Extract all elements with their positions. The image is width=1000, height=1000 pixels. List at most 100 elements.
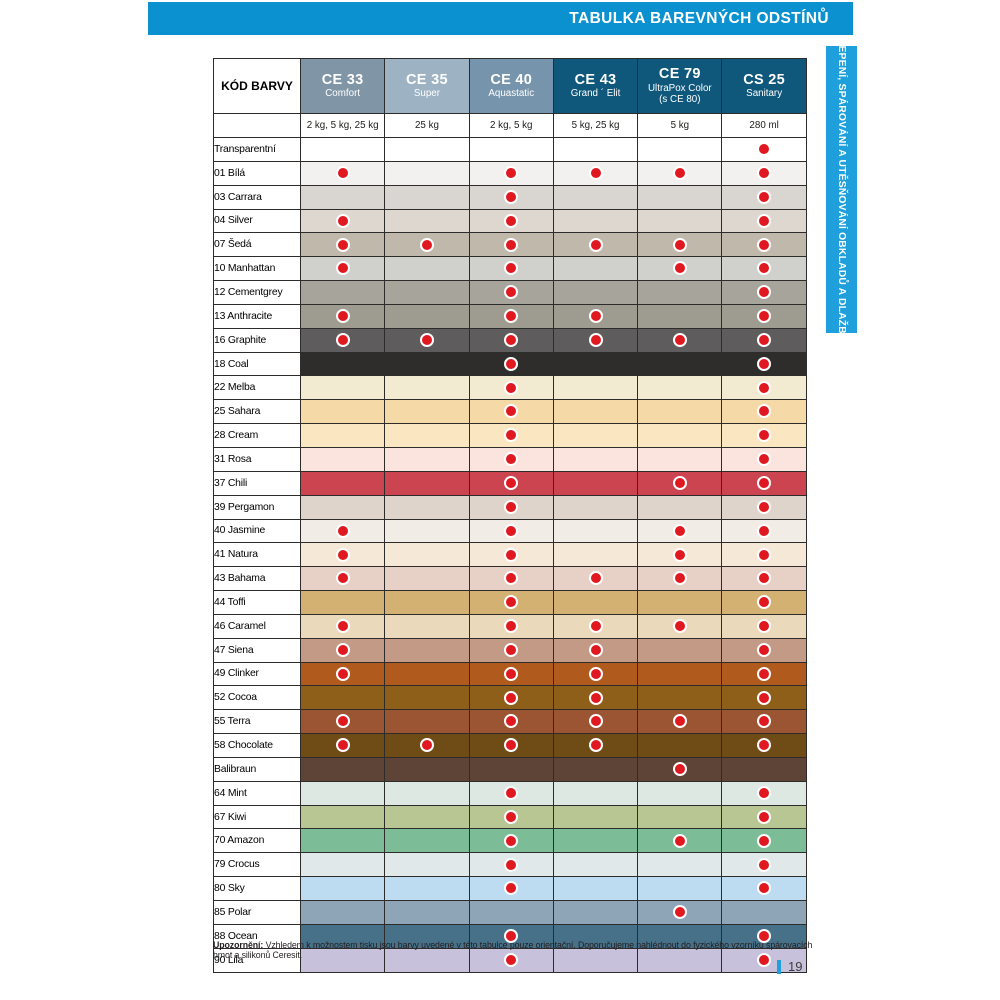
availability-dot: [588, 571, 603, 586]
shade-swatch-cell: [552, 494, 639, 520]
availability-dot: [504, 857, 519, 872]
shade-row: 10 Manhattan: [213, 256, 807, 282]
shade-swatch-cell: [384, 137, 470, 162]
availability-dot: [335, 237, 350, 252]
shade-swatch-cell: [299, 590, 386, 615]
shade-label: 80 Sky: [213, 876, 301, 901]
shade-row: 01 Bílá: [213, 160, 807, 186]
color-shade-table: KÓD BARVY CE 33 Comfort CE 35 Super CE 40 Aqua…: [213, 58, 807, 973]
availability-dot: [757, 881, 772, 896]
shade-swatch-cell: [721, 923, 807, 949]
availability-dot: [672, 571, 687, 586]
footnote-label: Upozornění:: [213, 940, 264, 950]
availability-dot: [757, 571, 772, 586]
shade-swatch-cell: [637, 542, 723, 568]
availability-dot: [757, 428, 772, 443]
shade-swatch-cell: [721, 947, 807, 973]
shade-row: 07 Šedá: [213, 232, 807, 258]
shade-swatch-cell: [637, 232, 723, 258]
shade-row: 03 Carrara: [213, 184, 807, 210]
shade-swatch-cell: [637, 137, 723, 162]
shade-swatch-cell: [468, 804, 554, 830]
shade-swatch-cell: [637, 470, 723, 496]
availability-dot: [672, 261, 687, 276]
shade-swatch-cell: [721, 423, 807, 448]
shade-label: 10 Manhattan: [213, 256, 301, 282]
shade-row: 37 Chili: [213, 470, 807, 496]
availability-dot: [672, 237, 687, 252]
shade-label: 44 Toffi: [213, 590, 301, 615]
shade-swatch-cell: [468, 613, 554, 639]
shade-label: 18 Coal: [213, 351, 301, 377]
availability-dot: [419, 237, 434, 252]
shade-row: 80 Sky: [213, 876, 807, 901]
shade-label: 46 Caramel: [213, 613, 301, 639]
shade-label: 12 Cementgrey: [213, 280, 301, 305]
availability-dot: [757, 380, 772, 395]
shade-swatch-cell: [721, 184, 807, 210]
shade-swatch-cell: [637, 494, 723, 520]
shade-swatch-cell: [637, 327, 723, 353]
availability-dot: [757, 642, 772, 657]
availability-dot: [504, 738, 519, 753]
shade-row: 16 Graphite: [213, 327, 807, 353]
shade-swatch-cell: [552, 351, 639, 377]
shade-label: 31 Rosa: [213, 446, 301, 472]
shade-swatch-cell: [468, 137, 554, 162]
shade-swatch-cell: [468, 208, 554, 234]
shade-swatch-cell: [552, 280, 639, 305]
shade-swatch-cell: [299, 303, 386, 329]
shade-swatch-cell: [468, 900, 554, 925]
shade-swatch-cell: [721, 900, 807, 925]
availability-dot: [419, 332, 434, 347]
availability-dot: [335, 332, 350, 347]
availability-dot: [504, 952, 519, 967]
shade-swatch-cell: [468, 852, 554, 878]
product-code: CE 35: [406, 71, 448, 88]
shade-swatch-cell: [299, 613, 386, 639]
availability-dot: [588, 332, 603, 347]
shade-swatch-cell: [299, 351, 386, 377]
shade-swatch-cell: [384, 590, 470, 615]
shade-swatch-cell: [299, 828, 386, 854]
shade-swatch-cell: [552, 947, 639, 973]
availability-dot: [757, 690, 772, 705]
availability-dot: [757, 785, 772, 800]
shade-swatch-cell: [299, 160, 386, 186]
shade-swatch-cell: [721, 542, 807, 568]
product-name: Comfort: [325, 88, 361, 100]
shade-swatch-cell: [552, 470, 639, 496]
shade-swatch-cell: [552, 876, 639, 901]
shade-swatch-cell: [637, 852, 723, 878]
shade-swatch-cell: [384, 208, 470, 234]
shade-swatch-cell: [384, 470, 470, 496]
shade-label: 47 Siena: [213, 637, 301, 663]
shade-label: Transparentní: [213, 137, 301, 162]
shade-swatch-cell: [637, 160, 723, 186]
side-tab-section-label: LEPENÍ, SPÁROVÁNÍ A UTĚSŇOVÁNÍ OBKLADŮ A…: [826, 39, 857, 340]
shade-swatch-cell: [299, 232, 386, 258]
page-number-value: 19: [788, 959, 803, 974]
page-number-accent-bar: [777, 959, 781, 974]
shade-swatch-cell: [468, 327, 554, 353]
shade-row: 64 Mint: [213, 780, 807, 806]
shade-swatch-cell: [384, 756, 470, 782]
shade-swatch-cell: [552, 232, 639, 258]
shade-label: 22 Melba: [213, 375, 301, 401]
shade-swatch-cell: [468, 160, 554, 186]
shade-swatch-cell: [721, 709, 807, 735]
page-title: TABULKA BAREVNÝCH ODSTÍNŮ: [569, 9, 829, 27]
availability-dot: [757, 166, 772, 181]
shade-swatch-cell: [552, 780, 639, 806]
shade-swatch-cell: [468, 709, 554, 735]
shade-label: 28 Cream: [213, 423, 301, 448]
shade-swatch-cell: [299, 542, 386, 568]
shade-row: 49 Clinker: [213, 661, 807, 687]
availability-dot: [757, 595, 772, 610]
shade-swatch-cell: [299, 327, 386, 353]
shade-swatch-cell: [468, 661, 554, 687]
shade-swatch-cell: [384, 494, 470, 520]
shade-label: 52 Cocoa: [213, 685, 301, 711]
shade-swatch-cell: [637, 900, 723, 925]
